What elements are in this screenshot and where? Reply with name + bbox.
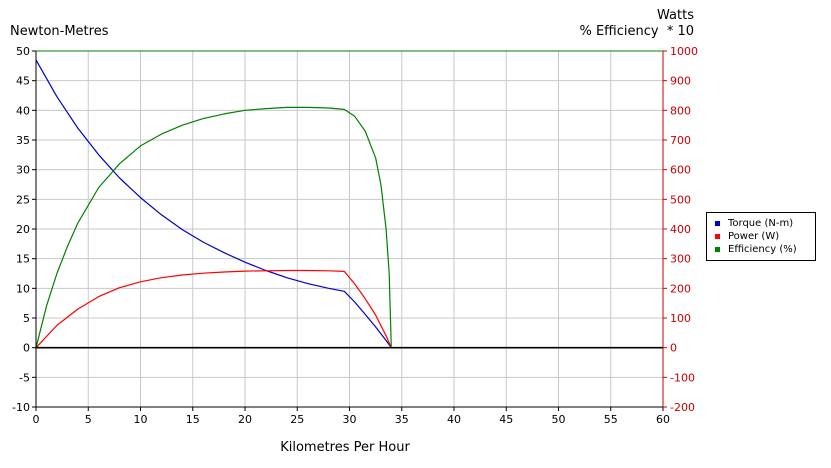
- y-left-tick-label-35: 35: [16, 134, 30, 147]
- legend-item-power: Power (W): [715, 230, 815, 243]
- legend: Torque (N-m) Power (W) Efficiency (%): [706, 212, 816, 261]
- y-left-tick-label-40: 40: [16, 104, 30, 117]
- legend-item-torque: Torque (N-m): [715, 217, 815, 230]
- x-tick-label-40: 40: [447, 413, 461, 426]
- y-right-tick-label-600: 600: [670, 164, 691, 177]
- x-tick-label-15: 15: [186, 413, 200, 426]
- x-tick-label-5: 5: [85, 413, 92, 426]
- legend-item-efficiency: Efficiency (%): [715, 243, 815, 256]
- legend-label-torque: Torque (N-m): [728, 218, 794, 229]
- x-tick-label-50: 50: [552, 413, 566, 426]
- y-right-tick-label--200: -200: [670, 401, 695, 414]
- grid: [36, 51, 663, 407]
- x-tick-label-35: 35: [395, 413, 409, 426]
- tick-labels: 0 5 10 15 20 25 30 35 40 45 50 55 60 -10 -5 0 5 10 15 20 25 3…: [12, 45, 698, 426]
- x-tick-label-0: 0: [33, 413, 40, 426]
- x-tick-label-55: 55: [604, 413, 618, 426]
- x-tick-label-25: 25: [290, 413, 304, 426]
- y-left-tick-label-10: 10: [16, 282, 30, 295]
- series-line-2: [35, 106, 663, 349]
- x-tick-label-60: 60: [656, 413, 670, 426]
- y-left-tick-label-15: 15: [16, 253, 30, 266]
- y-right-tick-label-100: 100: [670, 312, 691, 325]
- legend-label-efficiency: Efficiency (%): [728, 244, 797, 255]
- legend-swatch-efficiency: [715, 247, 720, 252]
- x-axis-title: Kilometres Per Hour: [280, 440, 410, 455]
- y-axis-right-title-line1: Watts: [657, 8, 694, 23]
- y-right-tick-label-500: 500: [670, 193, 691, 206]
- x-tick-label-30: 30: [343, 413, 357, 426]
- y-right-tick-label-300: 300: [670, 253, 691, 266]
- legend-swatch-torque: [715, 221, 720, 226]
- x-tick-label-45: 45: [499, 413, 513, 426]
- y-axis-left-title: Newton-Metres: [10, 24, 109, 39]
- y-left-tick-label-20: 20: [16, 223, 30, 236]
- series-line-0: [35, 59, 663, 349]
- legend-swatch-power: [715, 234, 720, 239]
- y-right-tick-label-0: 0: [670, 342, 677, 355]
- series-line-1: [35, 269, 663, 349]
- y-left-tick-label-0: 0: [23, 342, 30, 355]
- y-right-tick-label-400: 400: [670, 223, 691, 236]
- x-tick-label-10: 10: [134, 413, 148, 426]
- y-left-tick-label-50: 50: [16, 45, 30, 58]
- y-right-tick-label-1000: 1000: [670, 45, 698, 58]
- series-lines: [35, 59, 663, 349]
- axes: [32, 50, 667, 411]
- y-right-tick-label-700: 700: [670, 134, 691, 147]
- y-left-tick-label-30: 30: [16, 164, 30, 177]
- legend-label-power: Power (W): [728, 231, 780, 242]
- y-right-tick-label-900: 900: [670, 75, 691, 88]
- y-left-tick-label-25: 25: [16, 193, 30, 206]
- y-right-tick-label-200: 200: [670, 282, 691, 295]
- y-left-tick-label-5: 5: [23, 312, 30, 325]
- y-left-tick-label--10: -10: [12, 401, 30, 414]
- y-left-tick-label-45: 45: [16, 75, 30, 88]
- y-right-tick-label--100: -100: [670, 371, 695, 384]
- x-tick-label-20: 20: [238, 413, 252, 426]
- y-left-tick-label--5: -5: [19, 371, 30, 384]
- y-axis-right-title-line2: % Efficiency * 10: [579, 24, 694, 39]
- y-right-tick-label-800: 800: [670, 104, 691, 117]
